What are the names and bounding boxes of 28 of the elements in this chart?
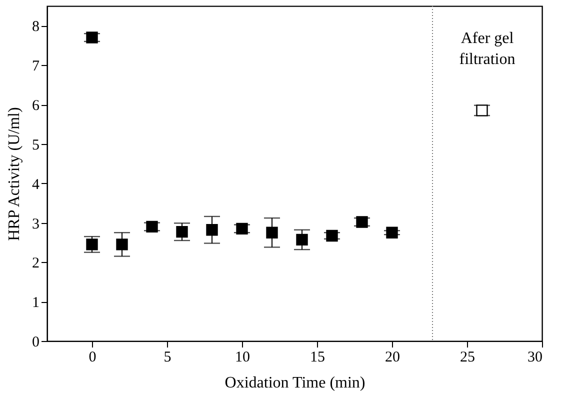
annotation: Afer gel filtration bbox=[459, 30, 516, 68]
y-tick-label: 7 bbox=[32, 58, 40, 75]
x-tick-label: 15 bbox=[310, 350, 325, 366]
y-tick-label: 6 bbox=[32, 98, 40, 114]
x-tick-label: 25 bbox=[460, 350, 475, 366]
point bbox=[116, 238, 128, 250]
y-tick-label: 5 bbox=[32, 137, 40, 154]
x-axis-title: Oxidation Time (min) bbox=[224, 374, 366, 392]
point bbox=[296, 234, 308, 246]
point bbox=[326, 230, 338, 242]
x-tick-label: 20 bbox=[385, 350, 400, 366]
y-tick-label: 3 bbox=[32, 216, 40, 232]
y-tick-label: 4 bbox=[32, 176, 40, 193]
x-tick-label: 30 bbox=[528, 350, 542, 366]
y-tick-label: 0 bbox=[32, 334, 40, 350]
point bbox=[206, 224, 218, 236]
x-tick-label: 0 bbox=[88, 350, 96, 366]
x-tick-label: 5 bbox=[164, 350, 172, 366]
point bbox=[386, 226, 398, 238]
y-tick-label: 8 bbox=[32, 19, 40, 36]
x-tick-label: 10 bbox=[235, 350, 250, 366]
point bbox=[86, 238, 98, 250]
point bbox=[176, 226, 188, 238]
y-tick-label: 1 bbox=[32, 295, 40, 312]
point bbox=[266, 226, 278, 238]
point bbox=[236, 222, 248, 235]
y-axis-title: HRP Activity (U/ml) bbox=[6, 107, 23, 241]
y-tick-label: 2 bbox=[32, 256, 40, 272]
